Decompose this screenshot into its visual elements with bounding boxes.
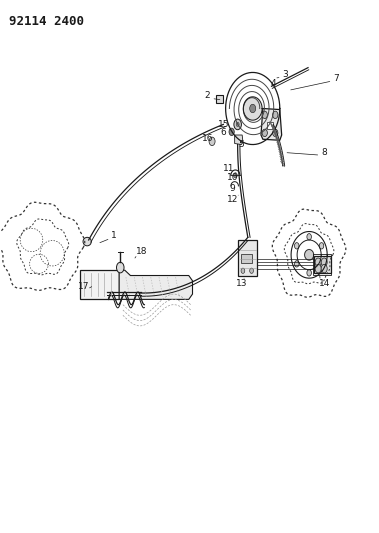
- Circle shape: [116, 262, 124, 273]
- Text: 92114 2400: 92114 2400: [9, 14, 84, 28]
- Circle shape: [241, 268, 245, 273]
- Circle shape: [315, 258, 321, 266]
- Text: 1: 1: [111, 231, 117, 240]
- Text: 17: 17: [78, 282, 89, 291]
- FancyBboxPatch shape: [216, 95, 222, 103]
- Circle shape: [236, 122, 239, 126]
- Circle shape: [321, 258, 327, 266]
- Circle shape: [321, 264, 327, 273]
- Text: 2: 2: [205, 91, 210, 100]
- Text: 10: 10: [227, 173, 238, 182]
- Circle shape: [273, 129, 278, 136]
- Polygon shape: [315, 256, 330, 273]
- FancyBboxPatch shape: [241, 254, 252, 263]
- Polygon shape: [261, 109, 282, 140]
- Text: 5: 5: [238, 140, 244, 149]
- Text: 12: 12: [227, 195, 238, 204]
- Circle shape: [307, 233, 312, 240]
- Circle shape: [273, 111, 278, 118]
- Polygon shape: [235, 135, 243, 144]
- Text: 3: 3: [283, 70, 288, 79]
- Circle shape: [315, 264, 321, 273]
- Text: 7: 7: [334, 74, 339, 83]
- Circle shape: [262, 129, 267, 136]
- Circle shape: [294, 243, 299, 249]
- Text: 18: 18: [136, 247, 147, 256]
- Text: 16: 16: [202, 134, 213, 143]
- Circle shape: [234, 119, 241, 130]
- Text: 11: 11: [223, 164, 235, 173]
- Polygon shape: [119, 270, 193, 300]
- Circle shape: [307, 270, 312, 276]
- Text: 15: 15: [218, 120, 230, 129]
- Circle shape: [250, 268, 254, 273]
- Circle shape: [262, 111, 267, 118]
- Circle shape: [319, 243, 324, 249]
- FancyBboxPatch shape: [238, 240, 257, 276]
- FancyBboxPatch shape: [80, 270, 119, 300]
- Circle shape: [319, 261, 324, 267]
- Circle shape: [294, 261, 299, 267]
- Circle shape: [250, 104, 256, 113]
- FancyBboxPatch shape: [267, 122, 273, 128]
- Text: 13: 13: [236, 279, 247, 288]
- Text: 4: 4: [270, 79, 276, 88]
- Circle shape: [233, 173, 237, 178]
- Ellipse shape: [83, 237, 91, 246]
- Text: 14: 14: [318, 279, 330, 288]
- Text: 8: 8: [321, 148, 327, 157]
- Text: 6: 6: [221, 128, 226, 138]
- Circle shape: [209, 137, 215, 146]
- Text: 9: 9: [230, 183, 235, 192]
- Polygon shape: [305, 249, 314, 260]
- Polygon shape: [243, 97, 262, 120]
- Circle shape: [229, 128, 234, 135]
